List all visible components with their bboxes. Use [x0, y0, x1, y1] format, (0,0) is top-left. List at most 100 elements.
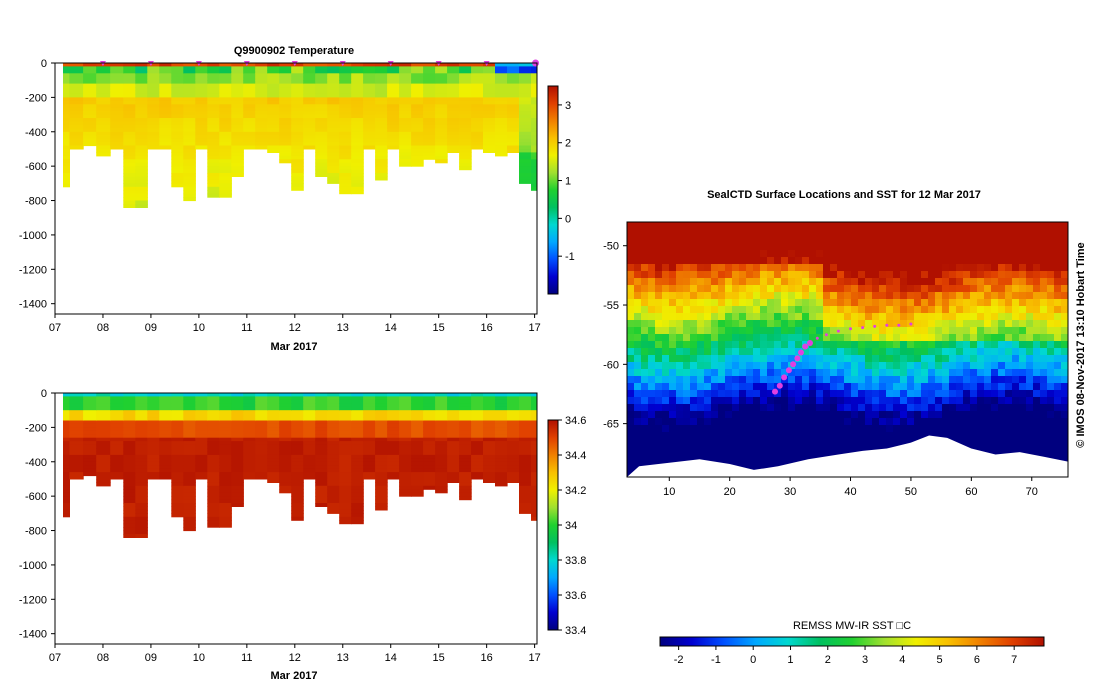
section-cell: [411, 434, 424, 439]
section-cell: [171, 162, 184, 167]
sst-cell: [963, 432, 971, 440]
section-cell: [483, 104, 496, 109]
sst-cell: [963, 313, 971, 321]
sst-cell: [697, 229, 705, 237]
sst-cell: [781, 222, 789, 230]
sst-cell: [641, 355, 649, 363]
section-cell: [531, 413, 537, 418]
sst-cell: [711, 390, 719, 398]
section-cell: [123, 121, 136, 126]
section-cell: [219, 451, 232, 456]
section-cell: [63, 159, 70, 164]
section-cell: [507, 423, 520, 428]
sst-cell: [956, 439, 964, 447]
section-cell: [375, 441, 388, 446]
sst-cell: [991, 278, 999, 286]
sst-cell: [732, 390, 740, 398]
section-cell: [123, 482, 136, 487]
section-cell: [123, 93, 136, 98]
section-cell: [96, 66, 111, 71]
section-cell: [495, 420, 508, 425]
sst-cell: [823, 334, 831, 342]
sst-cell: [1047, 439, 1055, 447]
sst-cell: [1005, 418, 1013, 426]
section-cell: [243, 406, 256, 411]
section-cell: [83, 437, 97, 442]
sst-cell: [627, 243, 635, 251]
sst-cell: [949, 376, 957, 384]
section-cell: [519, 503, 532, 507]
sst-cell: [872, 278, 880, 286]
section-cell: [83, 124, 97, 129]
sst-cell: [1026, 425, 1034, 433]
sst-cell: [746, 320, 754, 328]
sst-cell: [662, 390, 670, 398]
sst-cell: [1061, 425, 1068, 433]
section-cell: [471, 142, 484, 147]
sst-cell: [1033, 243, 1041, 251]
sst-cell: [1054, 411, 1062, 419]
section-cell: [411, 159, 424, 164]
section-cell: [363, 393, 376, 397]
section-cell: [195, 100, 208, 105]
section-cell: [267, 66, 280, 71]
section-cell: [243, 128, 256, 133]
section-cell: [135, 441, 148, 446]
sst-cell: [760, 432, 768, 440]
section-cell: [435, 73, 448, 78]
section-cell: [447, 454, 460, 459]
sst-cell: [690, 292, 698, 300]
sst-cell: [627, 285, 635, 293]
section-cell: [363, 124, 376, 129]
section-cell: [327, 468, 340, 473]
sst-cell: [1061, 271, 1068, 279]
section-cell: [123, 534, 136, 538]
sst-cell: [725, 327, 733, 335]
sst-cell: [935, 383, 943, 391]
sst-cell: [865, 264, 873, 272]
section-cell: [83, 441, 97, 446]
sst-cell: [641, 243, 649, 251]
sst-cell: [732, 404, 740, 412]
section-cell: [327, 97, 340, 102]
section-cell: [495, 111, 508, 116]
section-cell: [207, 516, 220, 521]
sst-cell: [872, 411, 880, 419]
sst-cell: [809, 327, 817, 335]
section-cell: [483, 458, 496, 463]
section-cell: [83, 135, 97, 140]
sst-cell: [648, 285, 656, 293]
sst-cell: [816, 285, 824, 293]
section-cell: [231, 448, 244, 452]
sst-cell: [1054, 334, 1062, 342]
section-cell: [171, 461, 184, 466]
section-cell: [483, 145, 496, 150]
section-cell: [231, 399, 244, 404]
section-cell: [83, 444, 97, 449]
sst-cell: [690, 271, 698, 279]
section-cell: [423, 468, 436, 473]
sst-cell: [907, 327, 915, 335]
sst-cell: [984, 439, 992, 447]
sst-cell: [914, 390, 922, 398]
section-cell: [279, 465, 292, 470]
sst-cell: [858, 222, 866, 230]
sst-cell: [662, 278, 670, 286]
sst-cell: [1019, 362, 1027, 370]
sst-cell: [1054, 453, 1062, 461]
sst-cell: [1012, 257, 1020, 265]
section-cell: [483, 441, 496, 446]
sst-cell: [893, 404, 901, 412]
section-cell: [495, 434, 508, 439]
sst-cell: [879, 306, 887, 314]
section-cell: [411, 396, 424, 401]
sst-cell: [774, 257, 782, 265]
section-cell: [435, 152, 448, 157]
section-cell: [267, 461, 280, 466]
section-cell: [255, 69, 268, 74]
sst-cell: [809, 404, 817, 412]
sst-cell: [935, 355, 943, 363]
section-cell: [447, 451, 460, 456]
section-cell: [135, 468, 148, 473]
section-cell: [231, 128, 244, 133]
